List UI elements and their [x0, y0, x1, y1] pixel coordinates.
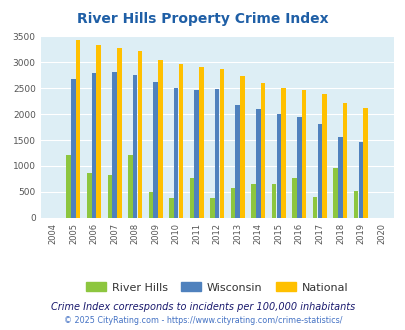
Bar — [219, 70, 224, 218]
Text: Crime Index corresponds to incidents per 100,000 inhabitants: Crime Index corresponds to incidents per… — [51, 302, 354, 312]
Bar — [210, 198, 214, 218]
Bar — [137, 51, 142, 218]
Bar — [194, 90, 198, 218]
Legend: River Hills, Wisconsin, National: River Hills, Wisconsin, National — [82, 278, 352, 297]
Bar — [128, 154, 132, 218]
Bar — [117, 48, 121, 218]
Bar — [292, 179, 296, 218]
Bar — [66, 154, 71, 218]
Bar — [178, 64, 183, 218]
Bar — [158, 60, 162, 218]
Bar — [256, 110, 260, 218]
Bar — [342, 103, 347, 218]
Bar — [214, 89, 219, 218]
Bar — [132, 75, 137, 218]
Bar — [112, 72, 117, 218]
Text: © 2025 CityRating.com - https://www.cityrating.com/crime-statistics/: © 2025 CityRating.com - https://www.city… — [64, 316, 341, 325]
Bar — [230, 188, 235, 218]
Bar — [260, 83, 264, 218]
Bar — [358, 142, 362, 218]
Bar — [251, 184, 255, 218]
Bar — [92, 73, 96, 218]
Bar — [281, 88, 285, 218]
Bar — [317, 124, 321, 218]
Bar — [173, 88, 178, 218]
Bar — [333, 168, 337, 218]
Bar — [169, 198, 173, 218]
Bar — [189, 179, 194, 218]
Text: River Hills Property Crime Index: River Hills Property Crime Index — [77, 12, 328, 25]
Bar — [87, 173, 91, 218]
Bar — [71, 79, 75, 218]
Bar — [271, 184, 276, 218]
Bar — [353, 191, 358, 218]
Bar — [296, 117, 301, 218]
Bar — [198, 67, 203, 218]
Bar — [337, 137, 342, 218]
Bar — [362, 108, 367, 218]
Bar — [322, 94, 326, 218]
Bar — [240, 76, 244, 218]
Bar — [96, 45, 101, 218]
Bar — [148, 192, 153, 218]
Bar — [301, 90, 306, 218]
Bar — [76, 41, 80, 218]
Bar — [107, 175, 112, 218]
Bar — [276, 114, 280, 218]
Bar — [235, 105, 239, 218]
Bar — [312, 197, 317, 218]
Bar — [153, 82, 158, 218]
